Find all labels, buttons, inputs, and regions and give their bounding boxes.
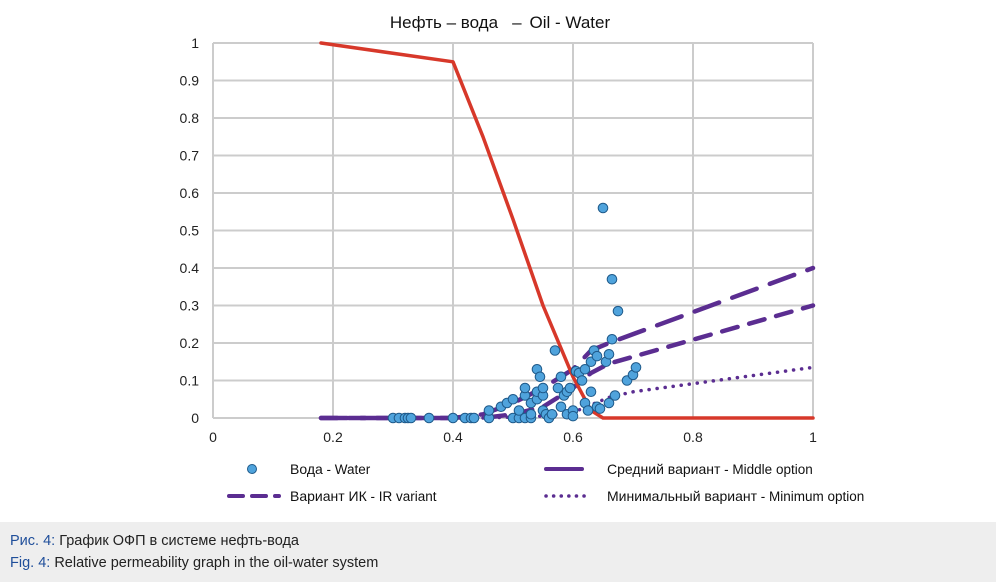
water-point: [519, 382, 531, 394]
water-point: [630, 362, 642, 373]
water-point: [585, 386, 597, 398]
water-point: [579, 363, 591, 375]
legend-ir-en: - IR variant: [367, 489, 437, 504]
water-point: [534, 371, 546, 383]
caption-en: Fig. 4: Relative permeability graph in t…: [10, 552, 996, 574]
legend-ir-ru: Вариант ИК: [290, 488, 368, 504]
water-point: [612, 305, 624, 317]
legend: Вода - Water Средний вариант - Middle op…: [227, 461, 864, 504]
y-tick-label: 0.5: [180, 223, 200, 239]
water-point: [576, 375, 588, 386]
chart-title: Нефть – вода – Oil - Water: [390, 13, 611, 32]
chart-title-ru: Нефть – вода: [390, 13, 499, 32]
water-point: [606, 273, 618, 285]
water-point: [405, 412, 417, 424]
caption-en-text: Relative permeability graph in the oil-w…: [50, 555, 379, 571]
legend-middle-ru: Средний вариант: [607, 461, 721, 477]
water-point: [582, 405, 594, 416]
x-tick-label: 0.8: [683, 429, 703, 445]
legend-item-middle: Средний вариант - Middle option: [544, 461, 813, 477]
legend-ir-label: Вариант ИК - IR variant: [290, 488, 437, 504]
caption-ru: Рис. 4: График ОФП в системе нефть-вода: [10, 530, 996, 552]
y-tick-label: 0.2: [180, 335, 200, 351]
y-tick-label: 0.6: [180, 185, 200, 201]
water-point: [564, 382, 576, 394]
x-tick-label: 1: [809, 429, 817, 445]
y-tick-label: 0.3: [180, 298, 200, 314]
x-tick-label: 0.6: [563, 429, 583, 445]
water-point: [546, 408, 558, 420]
chart-title-separator: –: [512, 13, 522, 32]
figure-caption: Рис. 4: График ОФП в системе нефть-вода …: [0, 522, 996, 582]
legend-water-ru: Вода: [290, 461, 323, 477]
y-tick-label: 0.4: [180, 260, 200, 276]
water-point: [483, 405, 495, 416]
legend-item-water: Вода - Water: [247, 461, 371, 477]
series-line-oil: [319, 41, 815, 420]
water-points: [387, 202, 642, 424]
y-tick-label: 0.1: [180, 373, 200, 389]
y-tick-label: 1: [191, 35, 199, 51]
water-point: [525, 408, 537, 420]
caption-ru-text: График ОФП в системе нефть-вода: [55, 533, 299, 549]
water-point: [537, 382, 549, 394]
water-point: [609, 390, 621, 401]
water-point: [468, 412, 480, 424]
caption-ru-prefix: Рис. 4:: [10, 533, 56, 549]
water-point: [567, 410, 579, 422]
water-point: [513, 405, 525, 416]
legend-minimum-en: - Minimum option: [757, 489, 864, 504]
water-point: [597, 202, 609, 214]
chart-title-en: Oil - Water: [530, 13, 611, 32]
x-tick-label: 0.4: [443, 429, 463, 445]
y-tick-label: 0.9: [180, 73, 200, 89]
water-point: [606, 333, 618, 345]
legend-minimum-label: Минимальный вариант - Minimum option: [607, 488, 864, 504]
legend-minimum-ru: Минимальный вариант: [607, 488, 758, 504]
x-axis-ticks: 0 0.2 0.4 0.6 0.8 1: [209, 429, 817, 445]
water-point: [591, 350, 603, 362]
legend-water-marker: [247, 464, 257, 474]
legend-middle-en: - Middle option: [720, 462, 812, 477]
chart: Нефть – вода – Oil - Water 0 0.1 0.2 0.3 0.4 0.…: [180, 13, 865, 504]
legend-water-label: Вода - Water: [290, 461, 371, 477]
caption-en-prefix: Fig. 4:: [10, 555, 51, 571]
x-tick-label: 0: [209, 429, 217, 445]
y-tick-label: 0.7: [180, 148, 200, 164]
water-point: [447, 412, 459, 424]
y-tick-label: 0.8: [180, 110, 200, 126]
legend-middle-label: Средний вариант - Middle option: [607, 461, 813, 477]
water-point: [549, 345, 561, 356]
water-point: [423, 412, 435, 424]
water-point: [555, 401, 567, 413]
water-point: [594, 403, 606, 414]
y-tick-label: 0: [191, 410, 199, 426]
legend-item-ir: Вариант ИК - IR variant: [227, 488, 437, 504]
water-point: [507, 393, 519, 405]
y-axis-ticks: 0 0.1 0.2 0.3 0.4 0.5 0.6 0.7 0.8 0.9 1: [180, 35, 200, 426]
grid: [212, 42, 814, 419]
water-point: [603, 348, 615, 360]
water-point: [555, 371, 567, 383]
x-tick-label: 0.2: [323, 429, 343, 445]
legend-water-en: - Water: [323, 462, 371, 477]
legend-item-minimum: Минимальный вариант - Minimum option: [544, 488, 864, 504]
water-point: [552, 382, 564, 394]
water-point: [603, 397, 615, 409]
